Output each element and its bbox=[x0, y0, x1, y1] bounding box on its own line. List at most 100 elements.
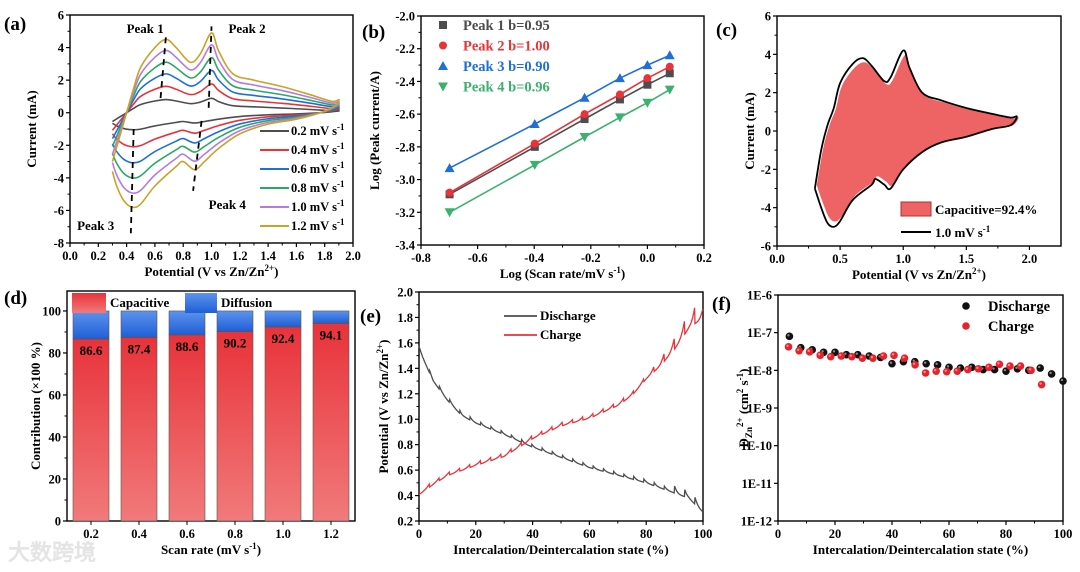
y-tick-label: 4 bbox=[765, 48, 772, 62]
square-marker bbox=[439, 21, 447, 29]
y-axis-title: Potential (V vs Zn/Zn2+) bbox=[375, 339, 391, 473]
label-segment: s bbox=[736, 380, 751, 388]
point-highlight bbox=[958, 365, 961, 369]
point-highlight bbox=[860, 355, 863, 359]
x-tick-label: 100 bbox=[1054, 527, 1073, 541]
label-segment: ) bbox=[736, 369, 751, 373]
diffusion-bar bbox=[72, 310, 110, 340]
triangle-up-marker bbox=[614, 73, 625, 83]
x-axis-title: Potential (V vs Zn/Zn2+) bbox=[144, 263, 278, 279]
point-highlight bbox=[955, 368, 958, 372]
label-segment: 2+ bbox=[375, 344, 385, 354]
point-highlight bbox=[992, 367, 995, 370]
peak-dashed-line bbox=[129, 128, 135, 234]
data-point bbox=[784, 343, 793, 351]
data-point bbox=[995, 360, 1004, 369]
peak-annotation: Peak 2 bbox=[228, 21, 265, 36]
x-tick-label: 1.0 bbox=[895, 252, 911, 266]
panel-label: (b) bbox=[362, 22, 385, 43]
y-tick-label: -2.6 bbox=[395, 108, 415, 122]
label-segment: 2+ bbox=[265, 263, 275, 273]
cv-curve bbox=[111, 32, 340, 209]
cv-outline bbox=[813, 49, 1018, 228]
label-segment: -1 bbox=[337, 198, 345, 208]
legend-label: 0.2 mV s-1 bbox=[291, 122, 345, 138]
panel-label: (f) bbox=[712, 294, 731, 315]
x-tick-label: 20 bbox=[470, 527, 483, 541]
label-segment: Current (mA) bbox=[742, 92, 757, 169]
x-tick-label: 2.0 bbox=[345, 249, 361, 263]
point-highlight bbox=[923, 370, 926, 374]
label-segment: -1 bbox=[613, 265, 621, 275]
data-point bbox=[922, 359, 930, 368]
legend-label: Capacitive=92.4% bbox=[935, 202, 1037, 217]
panel-label: (c) bbox=[716, 20, 737, 41]
label-segment: 0.4 mV s bbox=[291, 143, 337, 157]
data-point bbox=[785, 332, 794, 341]
label-segment: 0.8 mV s bbox=[291, 181, 337, 195]
point-highlight bbox=[807, 349, 810, 353]
point-highlight bbox=[1018, 363, 1021, 367]
label-segment: Scan rate (mV s bbox=[161, 542, 249, 557]
y-tick-label: 0.4 bbox=[397, 489, 413, 503]
y-tick-label: 0.6 bbox=[397, 464, 413, 478]
capacitive-bar bbox=[72, 338, 110, 522]
diffusion-bar bbox=[216, 310, 254, 332]
point-highlight bbox=[828, 354, 831, 357]
y-tick-label: 1E-11 bbox=[741, 477, 772, 491]
triangle-down-marker bbox=[664, 85, 675, 95]
x-tick-label: 1.2 bbox=[323, 527, 339, 541]
y-axis-title: Log (Peak current/A) bbox=[367, 71, 382, 190]
capacitive-area bbox=[816, 54, 1019, 222]
data-point bbox=[795, 347, 803, 355]
point-highlight bbox=[965, 367, 969, 370]
label-segment: ) bbox=[376, 339, 391, 343]
label-segment: -1 bbox=[337, 122, 345, 132]
x-tick-label: 1.8 bbox=[317, 249, 333, 263]
legend-label: Diffusion bbox=[221, 295, 273, 310]
triangle-down-marker bbox=[444, 208, 455, 218]
legend-label: Discharge bbox=[540, 308, 596, 323]
capacitive-bar bbox=[120, 337, 158, 522]
axes-b: -0.8 -0.6 -0.4 -0.2 0.0 0.2 -3.4 -3.2 -3.0 -2.8 -2… bbox=[362, 10, 712, 282]
triangle-up-marker bbox=[438, 61, 448, 70]
circle-marker bbox=[580, 110, 589, 119]
label-segment: -1 bbox=[337, 141, 345, 151]
y-tick-label: 1.6 bbox=[397, 336, 413, 350]
bar-data-label: 88.6 bbox=[176, 339, 199, 354]
x-tick-label: 0.4 bbox=[119, 249, 135, 263]
x-tick-label: 20 bbox=[829, 527, 842, 541]
x-tick-label: 40 bbox=[886, 527, 899, 541]
capacitive-bar bbox=[216, 331, 254, 522]
point-highlight bbox=[1038, 365, 1041, 369]
point-highlight bbox=[1003, 368, 1007, 372]
data-point bbox=[1047, 370, 1056, 378]
cv-curve bbox=[111, 44, 340, 194]
point-highlight bbox=[796, 348, 800, 352]
gitt-curve bbox=[418, 307, 704, 496]
data-point bbox=[1016, 362, 1025, 370]
data-point bbox=[974, 364, 983, 373]
point-highlight bbox=[935, 362, 938, 366]
y-tick-label: 1E-7 bbox=[747, 326, 772, 340]
label-segment: Log (Scan rate/mV s bbox=[500, 266, 614, 281]
data-point bbox=[816, 351, 824, 360]
data-point bbox=[858, 354, 867, 362]
y-tick-label: 2 bbox=[58, 74, 64, 88]
panel-label: (e) bbox=[360, 306, 381, 327]
point-highlight bbox=[933, 368, 937, 372]
point-highlight bbox=[891, 353, 895, 356]
legend-label: Peak 2 b=1.00 bbox=[463, 39, 550, 55]
label-segment: Current (mA) bbox=[24, 90, 39, 167]
y-tick-label: -3.4 bbox=[395, 239, 416, 253]
x-tick-label: 0.2 bbox=[83, 527, 99, 541]
data-point bbox=[953, 367, 962, 375]
x-tick-label: 0.2 bbox=[90, 249, 106, 263]
data-point bbox=[933, 361, 942, 369]
y-tick-label: 2.0 bbox=[397, 286, 413, 300]
y-tick-label: 0 bbox=[765, 125, 771, 139]
fit-line bbox=[449, 65, 671, 194]
plot-frame bbox=[66, 290, 356, 522]
point-highlight bbox=[817, 353, 821, 356]
y-tick-label: -3.2 bbox=[395, 206, 415, 220]
